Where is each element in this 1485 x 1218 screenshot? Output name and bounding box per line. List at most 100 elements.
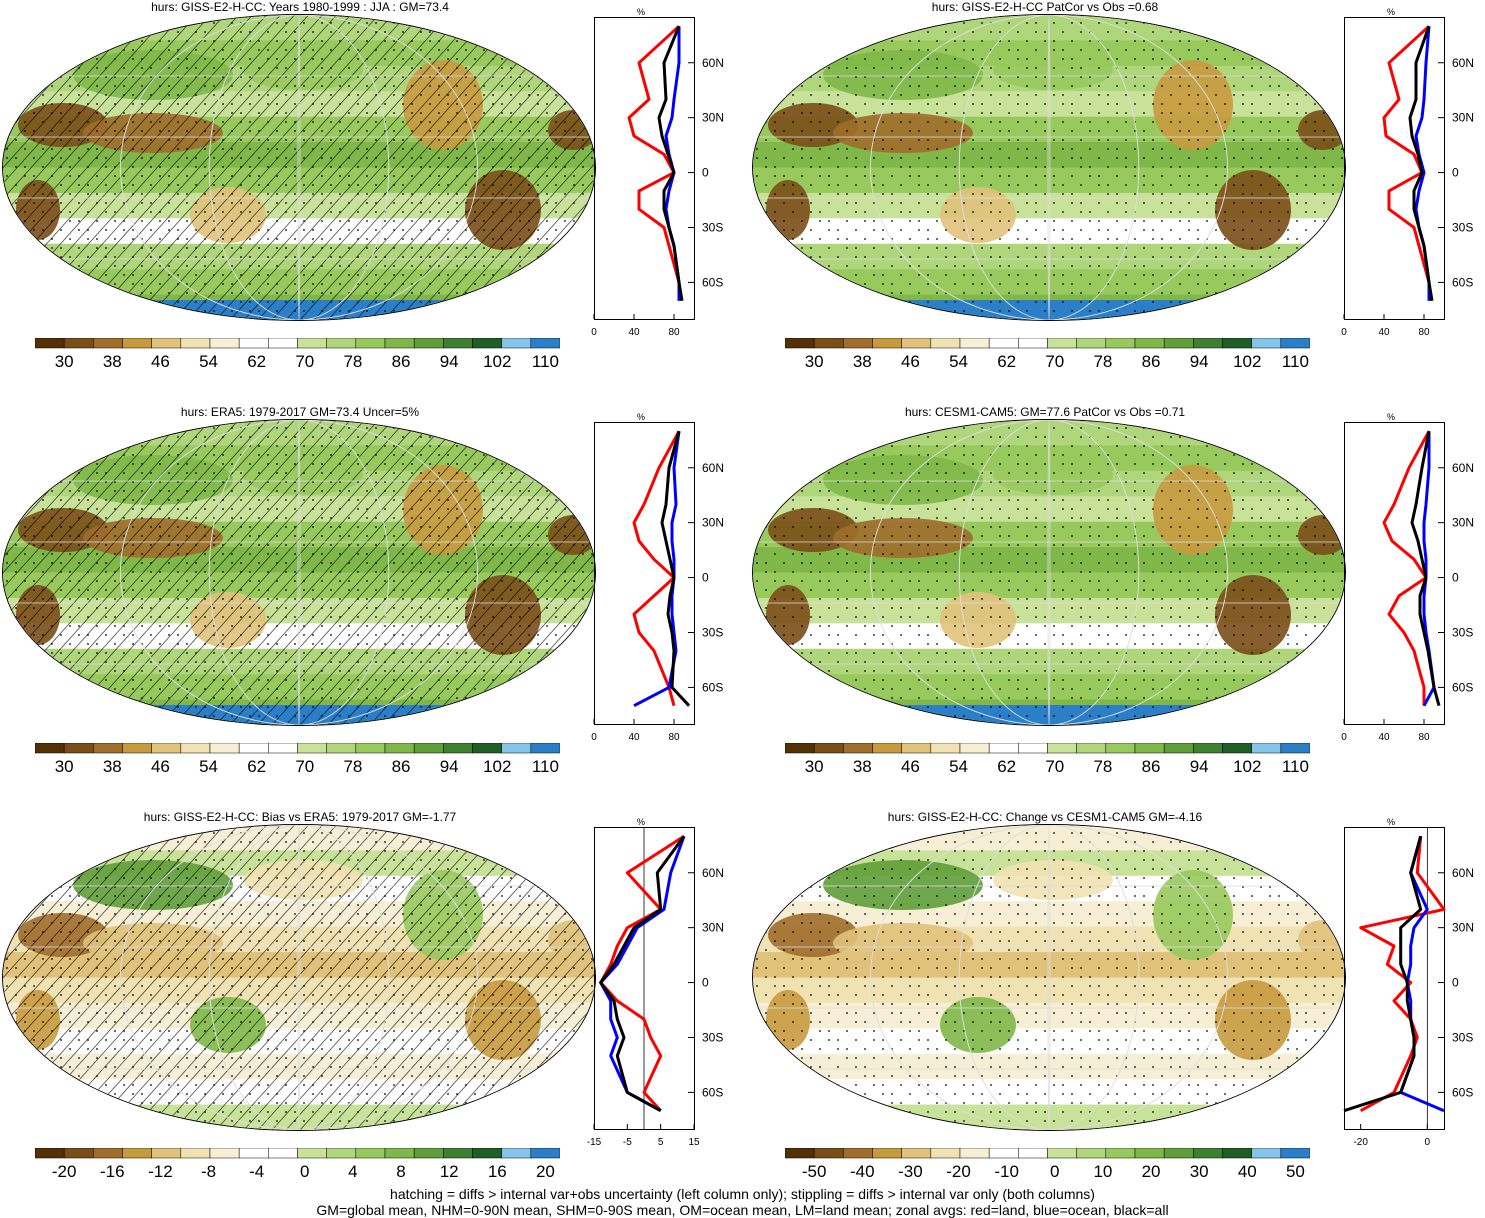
zonal-series-all	[660, 430, 691, 707]
map-plot	[752, 14, 1346, 321]
colorbar-tick-label: 86	[391, 757, 411, 776]
zonal-x-tick-label: -20	[1353, 1137, 1368, 1148]
colorbar-tick-label: 102	[483, 757, 512, 776]
panel-cesm: hurs: CESM1-CAM5: GM=77.6 PatCor vs Obs …	[750, 405, 1485, 800]
colorbar-tick-label: -30	[898, 1162, 923, 1181]
lat-tick-label: 60N	[1452, 866, 1474, 880]
colorbar-tick-label: -50	[801, 1162, 827, 1181]
zonal-x-tick-label: 0	[591, 327, 597, 338]
zonal-x-tick-label: 5	[658, 1137, 664, 1148]
colorbar-tick-label: 102	[1233, 352, 1262, 371]
zonal-mean-plot: % 60N 30N 0 30S 60S -15 -5 5 15	[587, 817, 724, 1148]
zonal-mean-plot: % 60N 30N 0 30S 60S -20 0	[1343, 817, 1474, 1148]
colorbar-tick-label: -12	[148, 1162, 173, 1181]
zonal-unit-label: %	[637, 412, 645, 422]
zonal-x-tick-label: 80	[1418, 732, 1430, 743]
colorbar-tick-label: 20	[535, 1162, 555, 1181]
colorbar	[35, 1148, 560, 1159]
colorbar-tick-label: 30	[1189, 1162, 1209, 1181]
colorbar-tick-label: 0	[1050, 1162, 1060, 1181]
colorbar-tick-label: 70	[295, 757, 315, 776]
colorbar-tick-label: 70	[295, 352, 315, 371]
colorbar-tick-label: 62	[247, 352, 267, 371]
panel-title: hurs: CESM1-CAM5: GM=77.6 PatCor vs Obs …	[904, 405, 1186, 419]
colorbar-tick-label: 78	[343, 352, 363, 371]
colorbar	[785, 338, 1310, 349]
colorbar-tick-label: -10	[994, 1162, 1019, 1181]
map-plot	[752, 824, 1346, 1131]
lat-tick-label: 0	[1452, 976, 1459, 990]
zonal-mean-plot: % 60N 30N 0 30S 60S 0 40 80	[1341, 7, 1474, 338]
zonal-series-land	[1359, 836, 1446, 1113]
colorbar-tick-label: 94	[1189, 757, 1209, 776]
colorbar-tick-label: 62	[997, 352, 1017, 371]
lat-tick-label: 60N	[702, 56, 724, 70]
lat-tick-label: 0	[1452, 571, 1459, 585]
footer-note-hatching: hatching = diffs > internal var+obs unce…	[390, 1186, 1095, 1202]
zonal-series-all	[599, 835, 686, 1113]
colorbar-tick-label: 70	[1045, 352, 1065, 371]
zonal-x-tick-label: -5	[623, 1137, 632, 1148]
colorbar-tick-label: 38	[852, 352, 872, 371]
map-plot	[2, 419, 596, 726]
panel-change: hurs: GISS-E2-H-CC: Change vs CESM1-CAM5…	[750, 810, 1485, 1188]
zonal-x-tick-label: 15	[688, 1137, 700, 1148]
colorbar-tick-label: -8	[200, 1162, 217, 1181]
lat-tick-label: 60N	[1452, 461, 1474, 475]
zonal-x-tick-label: 40	[1378, 327, 1390, 338]
colorbar-tick-label: -16	[99, 1162, 125, 1181]
colorbar-tick-label: 54	[949, 757, 968, 776]
colorbar	[35, 743, 560, 754]
colorbar-tick-label: 38	[102, 352, 122, 371]
panel-model-patcor: hurs: GISS-E2-H-CC PatCor vs Obs =0.68% 6…	[750, 0, 1485, 395]
colorbar	[785, 1148, 1310, 1159]
colorbar-tick-label: 8	[396, 1162, 406, 1181]
colorbar-tick-label: 94	[439, 757, 459, 776]
lat-tick-label: 0	[702, 166, 709, 180]
zonal-x-tick-label: 0	[1341, 732, 1347, 743]
zonal-series-ocean	[599, 835, 686, 1113]
lat-tick-label: 30N	[1452, 111, 1474, 125]
zonal-x-tick-label: 40	[1378, 732, 1390, 743]
colorbar-tick-label: 54	[199, 352, 218, 371]
footer-note-means: GM=global mean, NHM=0-90N mean, SHM=0-90…	[316, 1202, 1169, 1218]
lat-tick-label: 30N	[702, 921, 724, 935]
colorbar-tick-label: 50	[1285, 1162, 1305, 1181]
lat-tick-label: 30S	[1452, 220, 1473, 234]
colorbar-tick-label: 46	[900, 352, 920, 371]
panel-era5: hurs: ERA5: 1979-2017 GM=73.4 Uncer=5%% 6…	[0, 405, 750, 800]
colorbar-tick-label: -20	[51, 1162, 77, 1181]
colorbar-tick-label: -4	[249, 1162, 265, 1181]
zonal-series-all	[1408, 25, 1434, 301]
zonal-unit-label: %	[637, 7, 645, 17]
colorbar-tick-label: 110	[531, 352, 559, 371]
lat-tick-label: 60S	[1452, 1085, 1473, 1099]
lat-tick-label: 30S	[702, 625, 723, 639]
panel-title: hurs: ERA5: 1979-2017 GM=73.4 Uncer=5%	[180, 405, 420, 419]
map-plot	[2, 824, 596, 1131]
lat-tick-label: 30S	[702, 1030, 723, 1044]
colorbar-tick-label: 4	[348, 1162, 358, 1181]
colorbar-tick-label: 102	[483, 352, 512, 371]
colorbar-tick-label: 62	[997, 757, 1017, 776]
colorbar-tick-label: 10	[1093, 1162, 1113, 1181]
zonal-series-all	[1343, 835, 1423, 1113]
colorbar-tick-label: -20	[946, 1162, 971, 1181]
lat-tick-label: 30S	[1452, 625, 1473, 639]
zonal-x-tick-label: 0	[1425, 1137, 1431, 1148]
lat-tick-label: 30N	[1452, 921, 1474, 935]
colorbar-tick-label: 0	[300, 1162, 310, 1181]
colorbar-tick-label: 30	[804, 352, 824, 371]
map-plot	[752, 419, 1346, 726]
colorbar-tick-label: 40	[1237, 1162, 1257, 1181]
colorbar-tick-label: 86	[391, 352, 411, 371]
colorbar	[785, 743, 1310, 754]
colorbar-tick-label: 78	[1093, 352, 1113, 371]
zonal-series-land	[599, 834, 685, 1112]
zonal-x-tick-label: 80	[668, 732, 680, 743]
colorbar-tick-label: 38	[852, 757, 872, 776]
colorbar-tick-label: 102	[1233, 757, 1262, 776]
colorbar-tick-label: 62	[247, 757, 267, 776]
lat-tick-label: 60N	[1452, 56, 1474, 70]
zonal-unit-label: %	[1387, 7, 1395, 17]
